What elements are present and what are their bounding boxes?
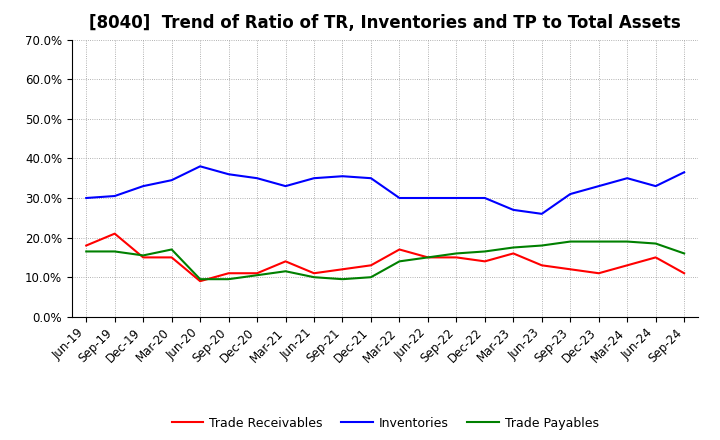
Trade Receivables <box>652 255 660 260</box>
Trade Payables <box>338 276 347 282</box>
Trade Payables <box>395 259 404 264</box>
Inventories <box>366 176 375 181</box>
Inventories <box>595 183 603 189</box>
Trade Receivables <box>595 271 603 276</box>
Trade Receivables <box>110 231 119 236</box>
Trade Payables <box>623 239 631 244</box>
Title: [8040]  Trend of Ratio of TR, Inventories and TP to Total Assets: [8040] Trend of Ratio of TR, Inventories… <box>89 15 681 33</box>
Line: Trade Receivables: Trade Receivables <box>86 234 684 281</box>
Inventories <box>110 193 119 198</box>
Trade Receivables <box>423 255 432 260</box>
Inventories <box>452 195 461 201</box>
Inventories <box>680 169 688 175</box>
Trade Payables <box>196 276 204 282</box>
Trade Receivables <box>566 267 575 272</box>
Inventories <box>537 211 546 216</box>
Trade Payables <box>310 275 318 280</box>
Trade Receivables <box>537 263 546 268</box>
Trade Receivables <box>338 267 347 272</box>
Line: Inventories: Inventories <box>86 166 684 214</box>
Inventories <box>480 195 489 201</box>
Trade Payables <box>423 255 432 260</box>
Inventories <box>423 195 432 201</box>
Trade Payables <box>225 276 233 282</box>
Trade Receivables <box>139 255 148 260</box>
Legend: Trade Receivables, Inventories, Trade Payables: Trade Receivables, Inventories, Trade Pa… <box>166 412 604 435</box>
Inventories <box>167 177 176 183</box>
Trade Receivables <box>395 247 404 252</box>
Trade Payables <box>652 241 660 246</box>
Inventories <box>225 172 233 177</box>
Inventories <box>566 191 575 197</box>
Line: Trade Payables: Trade Payables <box>86 242 684 279</box>
Trade Payables <box>537 243 546 248</box>
Trade Receivables <box>196 279 204 284</box>
Trade Payables <box>110 249 119 254</box>
Inventories <box>509 207 518 213</box>
Trade Payables <box>82 249 91 254</box>
Inventories <box>395 195 404 201</box>
Inventories <box>623 176 631 181</box>
Trade Payables <box>566 239 575 244</box>
Inventories <box>282 183 290 189</box>
Inventories <box>196 164 204 169</box>
Trade Receivables <box>310 271 318 276</box>
Inventories <box>338 173 347 179</box>
Trade Receivables <box>623 263 631 268</box>
Trade Payables <box>680 251 688 256</box>
Inventories <box>139 183 148 189</box>
Trade Payables <box>167 247 176 252</box>
Trade Receivables <box>452 255 461 260</box>
Trade Receivables <box>509 251 518 256</box>
Trade Receivables <box>225 271 233 276</box>
Trade Receivables <box>282 259 290 264</box>
Trade Payables <box>282 268 290 274</box>
Trade Payables <box>480 249 489 254</box>
Trade Receivables <box>82 243 91 248</box>
Trade Payables <box>366 275 375 280</box>
Trade Payables <box>595 239 603 244</box>
Trade Payables <box>452 251 461 256</box>
Trade Payables <box>139 253 148 258</box>
Inventories <box>310 176 318 181</box>
Trade Payables <box>509 245 518 250</box>
Trade Receivables <box>366 263 375 268</box>
Trade Receivables <box>167 255 176 260</box>
Inventories <box>253 176 261 181</box>
Trade Receivables <box>680 271 688 276</box>
Inventories <box>652 183 660 189</box>
Trade Payables <box>253 272 261 278</box>
Inventories <box>82 195 91 201</box>
Trade Receivables <box>253 271 261 276</box>
Trade Receivables <box>480 259 489 264</box>
